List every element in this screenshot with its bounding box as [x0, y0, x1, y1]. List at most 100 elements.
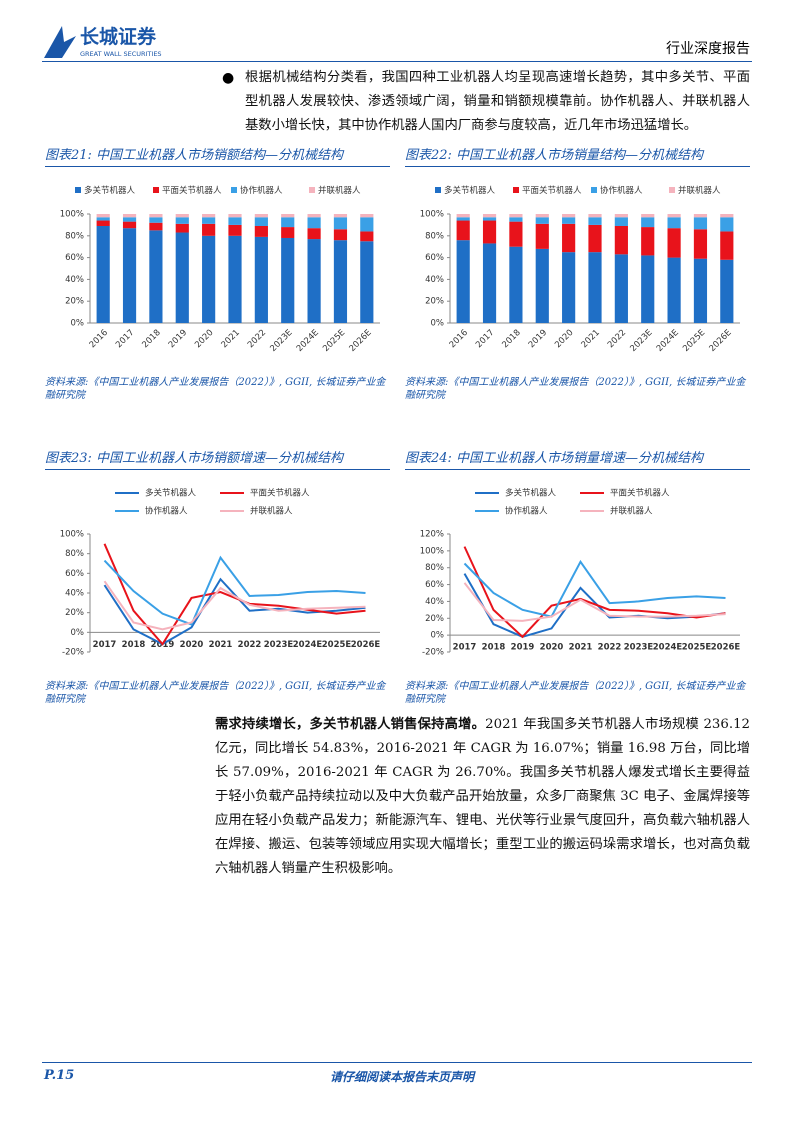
- legend-label: 协作机器人: [145, 506, 188, 517]
- series-line: [463, 546, 726, 639]
- bar-segment: [228, 224, 242, 236]
- footer-rule: [42, 1062, 752, 1063]
- bar-segment: [562, 223, 576, 253]
- bar-segment: [509, 214, 523, 218]
- bar-segment: [202, 223, 216, 236]
- bar-segment: [281, 217, 295, 228]
- bar-segment: [360, 241, 374, 323]
- y-tick-label: 60%: [65, 253, 84, 263]
- bar-segment: [535, 217, 549, 224]
- bar-segment: [254, 217, 268, 226]
- series-line: [103, 555, 366, 626]
- legend-swatch: [513, 187, 519, 193]
- bar-segment: [202, 214, 216, 218]
- legend-label: 协作机器人: [240, 185, 283, 196]
- legend-label: 多关节机器人: [444, 185, 496, 196]
- bar-segment: [254, 236, 268, 323]
- bar-segment: [482, 243, 497, 323]
- bar-segment: [96, 220, 110, 226]
- y-tick-label: 20%: [425, 614, 444, 624]
- bar-segment: [614, 225, 628, 255]
- logo-mark: [44, 26, 76, 58]
- bar-segment: [693, 258, 708, 323]
- bar-segment: [588, 252, 602, 323]
- x-tick-label: 2025E: [322, 640, 352, 650]
- bar-segment: [614, 254, 628, 323]
- bar-segment: [281, 227, 295, 238]
- legend-swatch: [435, 187, 441, 193]
- bullet-dot: ●: [222, 70, 235, 86]
- y-tick-label: -20%: [422, 648, 444, 658]
- x-tick-label: 2022: [238, 640, 262, 650]
- bar-segment: [667, 214, 681, 218]
- x-tick-label: 2016: [448, 328, 470, 350]
- x-tick-label: 2024E: [653, 643, 683, 653]
- y-tick-label: 80%: [425, 563, 444, 573]
- logo: 长城证券 GREAT WALL SECURITIES: [44, 25, 162, 58]
- bar-segment: [175, 217, 189, 224]
- y-tick-label: 20%: [65, 608, 84, 618]
- x-tick-label: 2020: [193, 328, 215, 350]
- legend-swatch: [591, 187, 597, 193]
- legend-label: 平面关节机器人: [522, 185, 582, 196]
- legend-label: 多关节机器人: [84, 185, 136, 196]
- legend-swatch: [153, 187, 159, 193]
- legend-label: 平面关节机器人: [250, 488, 310, 499]
- x-tick-label: 2021: [569, 643, 593, 653]
- legend-label: 并联机器人: [610, 506, 653, 517]
- bar-segment: [720, 214, 734, 218]
- page-number: P.15: [44, 1068, 75, 1083]
- bar-segment: [641, 255, 655, 323]
- chart-caption: 图表21: 中国工业机器人市场销额结构—分机械结构: [45, 144, 390, 167]
- y-tick-label: 20%: [65, 297, 84, 307]
- chart-caption: 图表22: 中国工业机器人市场销量结构—分机械结构: [405, 144, 750, 167]
- bar-segment: [281, 214, 295, 218]
- x-tick-label: 2018: [140, 328, 162, 350]
- y-tick-label: 0%: [431, 319, 445, 329]
- x-tick-label: 2019: [511, 643, 535, 653]
- x-tick-label: 2018: [122, 640, 146, 650]
- x-tick-label: 2025E: [682, 643, 712, 653]
- x-tick-label: 2023E: [624, 643, 654, 653]
- series-line: [103, 543, 366, 646]
- body-text: 2021 年我国多关节机器人市场规模 236.12 亿元，同比增长 54.83%…: [215, 717, 750, 876]
- y-tick-label: 0%: [71, 628, 85, 638]
- series-line: [463, 559, 726, 618]
- bar-segment: [641, 214, 655, 218]
- chart-source: 资料来源:《中国工业机器人产业发展报告（2022）》, GGII, 长城证券产业…: [45, 681, 386, 705]
- bar-segment: [482, 220, 497, 244]
- bar-segment: [96, 214, 110, 218]
- x-tick-label: 2024E: [293, 640, 323, 650]
- bar-segment: [588, 217, 602, 225]
- bar-segment: [149, 222, 163, 231]
- x-tick-label: 2022: [246, 328, 268, 350]
- x-tick-label: 2016: [88, 328, 110, 350]
- x-tick-label: 2022: [598, 643, 622, 653]
- bar-segment: [720, 259, 734, 323]
- bar-segment: [667, 257, 681, 323]
- bar-segment: [96, 225, 110, 323]
- x-tick-label: 2021: [209, 640, 233, 650]
- x-tick-label: 2020: [553, 328, 575, 350]
- chart: 多关节机器人 平面关节机器人 协作机器人 并联机器人 0% 20% 40% 60% 80% 100…: [420, 185, 740, 354]
- bar-segment: [535, 223, 549, 249]
- x-tick-label: 2017: [453, 643, 477, 653]
- bar-segment: [509, 246, 523, 323]
- x-tick-label: 2024E: [295, 328, 321, 354]
- y-tick-label: 0%: [431, 631, 445, 641]
- chart-source: 资料来源:《中国工业机器人产业发展报告（2022）》, GGII, 长城证券产业…: [405, 681, 746, 705]
- x-tick-label: 2023E: [628, 328, 654, 354]
- bar-segment: [693, 217, 708, 230]
- bar-segment: [693, 229, 708, 259]
- bar-segment: [562, 252, 576, 323]
- bar-segment: [360, 217, 374, 232]
- bullet-text: 根据机械结构分类看，我国四种工业机器人均呈现高速增长趋势，其中多关节、平面型机器…: [245, 70, 750, 133]
- bar-segment: [667, 217, 681, 229]
- header-rule: [42, 61, 752, 62]
- body-lead: 需求持续增长，多关节机器人销售保持高增。: [215, 717, 486, 732]
- x-tick-label: 2017: [93, 640, 117, 650]
- chart: 多关节机器人 平面关节机器人 协作机器人 并联机器人 0% 20% 40% 60% 80% 100…: [60, 185, 380, 354]
- y-tick-label: 40%: [65, 275, 84, 285]
